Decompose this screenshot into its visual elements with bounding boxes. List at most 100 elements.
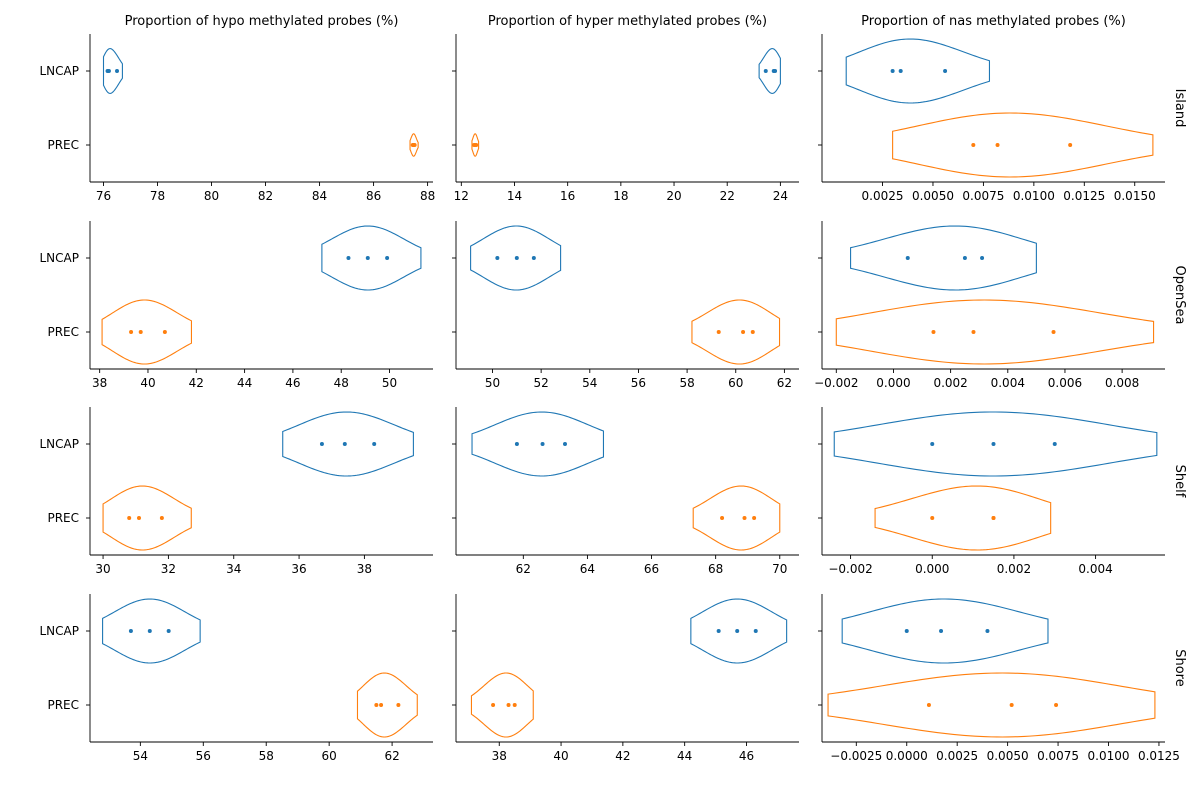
x-tick-label: 36 [291, 562, 306, 576]
x-tick-label: 0.0150 [1114, 189, 1156, 203]
violin-prec [892, 112, 1154, 178]
violin-lncap [758, 48, 781, 94]
y-tick-label-prec: PREC [47, 511, 79, 525]
data-point-lncap [166, 629, 171, 633]
x-tick-label: 60 [728, 376, 743, 390]
panel-shelf-3: −0.002 0.000 0.002 0.004 [818, 407, 1165, 576]
x-tick-label: 58 [679, 376, 694, 390]
violin-lncap [690, 598, 788, 664]
x-tick-label: 42 [615, 749, 630, 763]
x-tick-label: 0.0050 [912, 189, 954, 203]
x-tick-label: 0.0025 [862, 189, 904, 203]
data-point-prec [991, 516, 996, 520]
panel-island-2: 12 14 16 18 20 22 24 [452, 34, 799, 203]
panel-island-1: LNCAP PREC 76 78 80 82 84 86 88 [40, 34, 435, 203]
data-point-lncap [385, 256, 390, 260]
x-tick-label: 0.002 [933, 376, 967, 390]
x-tick-label: 84 [312, 189, 327, 203]
column-title-1: Proportion of hypo methylated probes (%) [125, 14, 399, 29]
x-tick-label: 70 [772, 562, 787, 576]
x-tick-label: 62 [516, 562, 531, 576]
panel-opensea-3: −0.002 0.000 0.002 0.004 0.006 0.008 [814, 221, 1165, 390]
x-tick-label: 62 [777, 376, 792, 390]
x-tick-label: 68 [708, 562, 723, 576]
x-tick-label: 0.004 [1078, 562, 1112, 576]
x-tick-label: 0.0050 [987, 749, 1029, 763]
violin-prec [470, 672, 534, 738]
data-point-lncap [716, 629, 721, 633]
data-point-lncap [106, 69, 111, 73]
violin-prec [101, 299, 192, 365]
data-point-prec [750, 330, 755, 334]
x-tick-label: 50 [382, 376, 397, 390]
data-point-prec [930, 516, 935, 520]
x-tick-label: 38 [492, 749, 507, 763]
y-tick-label-lncap: LNCAP [40, 437, 80, 451]
violin-lncap [850, 225, 1037, 291]
x-tick-label: 0.0025 [936, 749, 978, 763]
x-tick-label: 88 [420, 189, 435, 203]
data-point-lncap [905, 256, 910, 260]
data-point-prec [379, 703, 384, 707]
data-point-prec [129, 330, 134, 334]
x-tick-label: 46 [285, 376, 300, 390]
x-tick-label: 60 [322, 749, 337, 763]
data-point-lncap [531, 256, 536, 260]
data-point-lncap [898, 69, 903, 73]
data-point-lncap [495, 256, 500, 260]
panel-island-3: 0.0025 0.0050 0.0075 0.0100 0.0125 0.0150 [818, 34, 1165, 203]
panel-opensea-1: LNCAP PREC 38 40 42 44 46 48 50 [40, 221, 433, 390]
data-point-prec [971, 330, 976, 334]
data-point-prec [1051, 330, 1056, 334]
violin-lncap [833, 411, 1158, 477]
x-tick-label: 34 [226, 562, 241, 576]
x-tick-label: 0.000 [915, 562, 949, 576]
x-tick-label: 0.008 [1105, 376, 1139, 390]
data-point-lncap [115, 69, 120, 73]
data-point-prec [137, 516, 141, 520]
y-tick-label-lncap: LNCAP [40, 251, 80, 265]
data-point-prec [138, 330, 143, 334]
x-tick-label: 38 [92, 376, 107, 390]
data-point-prec [742, 516, 747, 520]
violin-lncap [321, 225, 422, 291]
x-tick-label: 44 [677, 749, 692, 763]
column-title-2: Proportion of hyper methylated probes (%… [488, 14, 767, 29]
data-point-prec [1068, 143, 1073, 147]
x-tick-label: 18 [613, 189, 628, 203]
x-tick-label: 32 [161, 562, 176, 576]
x-tick-label: 0.0100 [1088, 749, 1130, 763]
column-title-3: Proportion of nas methylated probes (%) [861, 14, 1126, 29]
data-point-lncap [514, 442, 519, 446]
data-point-lncap [763, 69, 768, 73]
x-tick-label: 0.006 [1048, 376, 1082, 390]
x-tick-label: 42 [189, 376, 204, 390]
data-point-lncap [346, 256, 351, 260]
x-tick-label: 22 [720, 189, 735, 203]
x-tick-label: 66 [644, 562, 659, 576]
data-point-prec [931, 330, 936, 334]
x-tick-label: 40 [553, 749, 568, 763]
x-tick-label: −0.0025 [830, 749, 882, 763]
data-point-prec [162, 330, 167, 334]
x-tick-label: 38 [357, 562, 372, 576]
violin-lncap [102, 48, 123, 94]
x-tick-label: −0.002 [828, 562, 872, 576]
data-point-lncap [342, 442, 347, 446]
data-point-prec [1009, 703, 1014, 707]
data-point-prec [506, 703, 511, 707]
violin-prec [356, 672, 418, 738]
y-tick-label-prec: PREC [47, 138, 79, 152]
row-label-shelf: Shelf [1172, 465, 1187, 498]
data-point-lncap [365, 256, 370, 260]
data-point-lncap [991, 442, 996, 446]
x-tick-label: 0.0075 [1037, 749, 1079, 763]
data-point-lncap [1052, 442, 1057, 446]
row-label-island: Island [1172, 89, 1187, 128]
data-point-prec [720, 516, 725, 520]
data-point-lncap [128, 629, 133, 633]
y-tick-label-prec: PREC [47, 698, 79, 712]
x-tick-label: 44 [237, 376, 252, 390]
row-label-opensea: OpenSea [1172, 266, 1187, 325]
